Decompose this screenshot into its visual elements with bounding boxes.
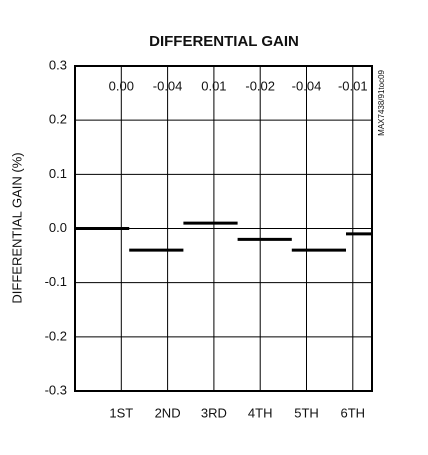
y-tick-label: -0.3	[45, 382, 67, 397]
y-axis-label: DIFFERENTIAL GAIN (%)	[9, 152, 24, 303]
x-tick-label: 3RD	[201, 405, 227, 420]
x-tick-label: 2ND	[155, 405, 181, 420]
value-label: -0.01	[338, 78, 368, 93]
y-tick-label: 0.3	[49, 57, 67, 72]
value-label: -0.02	[245, 78, 275, 93]
y-tick-label: -0.2	[45, 328, 67, 343]
figure-note: MAX7438/91toc09	[377, 69, 386, 135]
x-tick-label: 4TH	[248, 405, 273, 420]
y-tick-label: 0.0	[49, 220, 67, 235]
x-tick-label: 5TH	[294, 405, 319, 420]
plot-frame	[74, 65, 373, 392]
y-tick-label: 0.2	[49, 112, 67, 127]
y-tick-label: -0.1	[45, 274, 67, 289]
value-label: -0.04	[153, 78, 183, 93]
x-tick-label: 1ST	[109, 405, 133, 420]
value-label: 0.00	[109, 78, 134, 93]
y-tick-label: 0.1	[49, 166, 67, 181]
x-tick-label: 6TH	[341, 405, 366, 420]
value-label: -0.04	[292, 78, 322, 93]
value-label: 0.01	[201, 78, 226, 93]
chart-title: DIFFERENTIAL GAIN	[149, 33, 299, 50]
